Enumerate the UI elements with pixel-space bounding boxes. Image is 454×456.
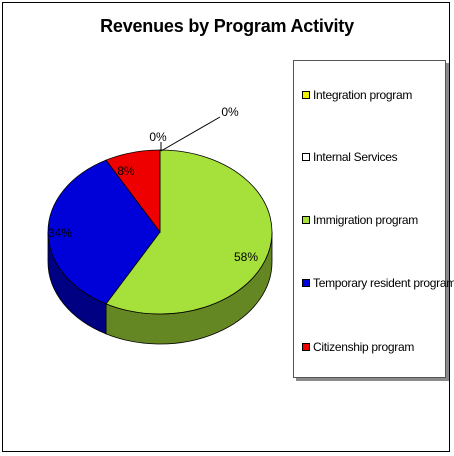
legend-label-temporary-resident: Temporary resident program bbox=[313, 276, 454, 290]
legend-label-internal-services: Internal Services bbox=[313, 150, 398, 164]
pie-slice-immigration bbox=[105, 149, 273, 315]
legend-label-integration: Integration program bbox=[313, 88, 413, 102]
chart-frame bbox=[2, 2, 450, 452]
legend-swatch-integration bbox=[302, 91, 310, 99]
legend-item-temporary-resident: Temporary resident program bbox=[302, 276, 454, 290]
chart-title: Revenues by Program Activity bbox=[100, 16, 354, 36]
legend-item-immigration: Immigration program bbox=[302, 213, 418, 227]
legend-item-citizenship: Citizenship program bbox=[302, 340, 414, 354]
legend-swatch-internal-services bbox=[302, 153, 310, 161]
leader-line-internal-services bbox=[160, 116, 221, 152]
legend-item-integration: Integration program bbox=[302, 88, 412, 102]
data-label-citizenship: 8% bbox=[117, 164, 135, 178]
pie-slice-temporary-resident bbox=[47, 159, 161, 305]
pie-slice-citizenship bbox=[105, 149, 161, 234]
legend-label-immigration: Immigration program bbox=[313, 213, 419, 227]
legend-label-citizenship: Citizenship program bbox=[313, 340, 415, 354]
legend-swatch-citizenship bbox=[302, 343, 310, 351]
data-label-integration: 0% bbox=[221, 105, 239, 119]
data-label-temporary-resident: 34% bbox=[48, 226, 72, 240]
chart-legend: Integration program Internal Services Im… bbox=[293, 60, 454, 378]
legend-swatch-immigration bbox=[302, 216, 310, 224]
data-label-internal-services: 0% bbox=[149, 130, 167, 144]
legend-item-internal-services: Internal Services bbox=[302, 150, 398, 164]
legend-swatch-temporary-resident bbox=[302, 279, 310, 287]
data-label-immigration: 58% bbox=[234, 250, 258, 264]
